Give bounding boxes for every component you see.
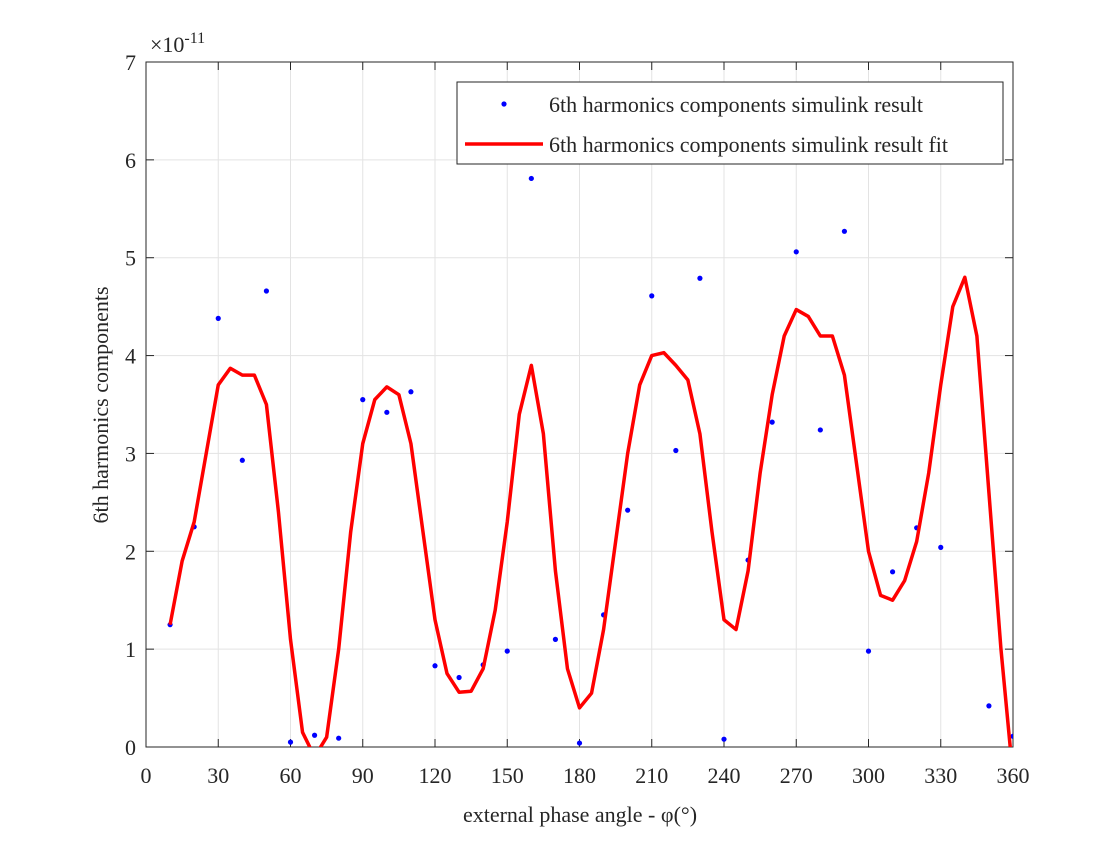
exponent-base: ×10 [150, 32, 184, 57]
x-tick-label: 60 [280, 763, 302, 788]
data-point [673, 447, 679, 454]
data-point [865, 648, 872, 654]
x-tick-label: 270 [780, 763, 813, 788]
data-point [649, 293, 655, 299]
data-point [408, 389, 414, 395]
legend-marker [501, 101, 507, 107]
data-point [721, 736, 727, 742]
data-point [552, 636, 559, 642]
x-tick-label: 330 [924, 763, 957, 788]
x-tick-label: 0 [141, 763, 152, 788]
data-point [215, 315, 221, 321]
data-point [769, 419, 775, 425]
data-point [263, 288, 270, 294]
data-point [697, 275, 703, 281]
data-point [986, 703, 992, 709]
data-point [287, 739, 294, 745]
legend-box [456, 81, 1004, 165]
data-point [456, 674, 462, 681]
x-tick-label: 300 [852, 763, 885, 788]
x-tick-label: 150 [491, 763, 524, 788]
data-point [504, 648, 510, 654]
data-point [311, 732, 318, 738]
data-point [817, 427, 823, 433]
x-tick-label: 90 [352, 763, 374, 788]
x-tick-label: 180 [563, 763, 596, 788]
x-axis-label: external phase angle - φ(°) [463, 802, 697, 827]
data-point [360, 397, 366, 403]
plot-frame [145, 61, 1014, 748]
data-point [938, 544, 944, 550]
legend-label: 6th harmonics components simulink result [549, 92, 923, 117]
fit-line [168, 275, 1012, 747]
plot-area [167, 175, 1013, 747]
data-point [793, 249, 799, 255]
data-point [889, 569, 896, 575]
x-tick-label: 240 [708, 763, 741, 788]
y-axis-label: 6th harmonics components [88, 286, 113, 523]
y-tick-label: 0 [125, 735, 136, 760]
y-tick-label: 4 [125, 344, 136, 369]
data-point [432, 663, 438, 669]
x-tick-label: 120 [419, 763, 452, 788]
data-point [576, 740, 583, 746]
data-point [239, 457, 245, 463]
x-tick-label: 360 [997, 763, 1030, 788]
data-point [336, 735, 342, 741]
exponent: -11 [184, 30, 205, 47]
data-point [625, 507, 631, 513]
data-point [841, 228, 848, 234]
legend-label: 6th harmonics components simulink result… [549, 132, 948, 157]
x-tick-label: 210 [635, 763, 668, 788]
data-point [384, 409, 390, 415]
exponent-label: ×10-11 [150, 30, 205, 57]
data-point [528, 175, 534, 182]
y-tick-label: 6 [125, 148, 136, 173]
x-tick-label: 30 [207, 763, 229, 788]
y-tick-label: 5 [125, 246, 136, 271]
y-tick-label: 3 [125, 441, 136, 466]
y-tick-label: 7 [125, 50, 136, 75]
y-tick-label: 2 [125, 539, 136, 564]
y-tick-label: 1 [125, 637, 136, 662]
